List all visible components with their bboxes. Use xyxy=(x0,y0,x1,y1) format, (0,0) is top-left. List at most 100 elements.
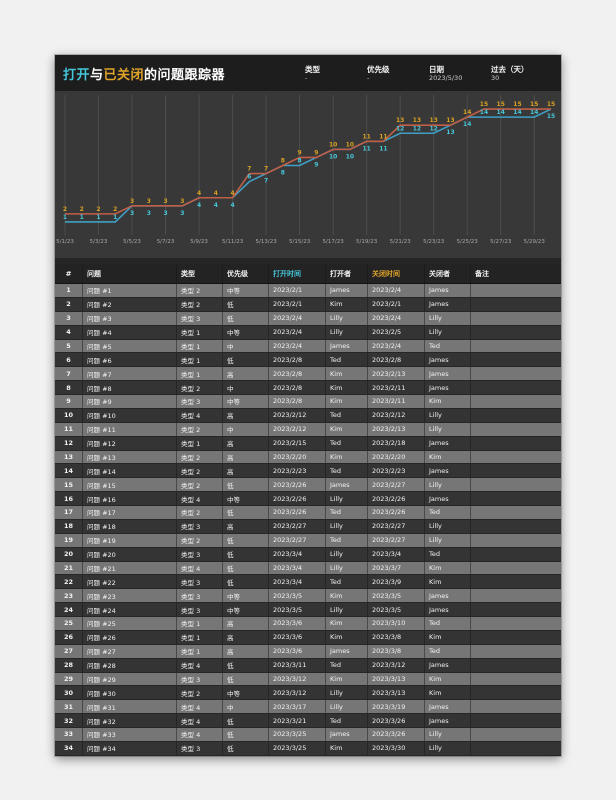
table-cell[interactable]: 问题 #33 xyxy=(83,728,177,741)
table-cell[interactable]: Lilly xyxy=(425,741,471,755)
table-cell[interactable]: 2023/2/26 xyxy=(368,506,425,519)
table-cell[interactable]: 2023/2/27 xyxy=(269,519,326,533)
table-cell[interactable]: 2023/2/4 xyxy=(269,339,326,353)
table-row[interactable]: 7 问题 #7 类型 1 高 2023/2/8 Kim 2023/2/13 James xyxy=(55,367,561,382)
table-cell[interactable]: Kim xyxy=(425,561,471,575)
table-cell[interactable]: Ted xyxy=(425,506,471,519)
table-cell[interactable]: 2023/3/11 xyxy=(269,658,326,672)
table-cell[interactable] xyxy=(471,326,561,339)
table-cell[interactable]: 2023/2/1 xyxy=(368,297,425,311)
table-cell[interactable]: James xyxy=(425,353,471,367)
table-cell[interactable]: 中等 xyxy=(223,603,269,616)
table-cell[interactable]: James xyxy=(425,603,471,616)
table-cell[interactable]: 15 xyxy=(55,478,83,492)
table-row[interactable]: 1 问题 #1 类型 2 中等 2023/2/1 James 2023/2/4 James xyxy=(55,284,561,298)
table-cell[interactable]: 类型 4 xyxy=(177,728,223,741)
table-cell[interactable]: 高 xyxy=(223,367,269,381)
table-cell[interactable]: 29 xyxy=(55,672,83,686)
table-cell[interactable] xyxy=(471,548,561,561)
table-cell[interactable]: 中 xyxy=(223,422,269,436)
table-cell[interactable]: 高 xyxy=(223,436,269,450)
table-cell[interactable]: 低 xyxy=(223,478,269,492)
table-cell[interactable]: 问题 #10 xyxy=(83,408,177,422)
table-cell[interactable] xyxy=(471,298,561,311)
table-cell[interactable]: 7 xyxy=(55,367,83,381)
table-row[interactable]: 34 问题 #34 类型 3 低 2023/3/25 Kim 2023/3/30 Lilly xyxy=(55,741,561,756)
table-cell[interactable]: 25 xyxy=(55,617,83,630)
table-row[interactable]: 31 问题 #31 类型 4 中 2023/3/17 Lilly 2023/3/19 Jame… xyxy=(55,700,561,715)
table-cell[interactable]: Ted xyxy=(326,658,368,672)
table-cell[interactable]: 27 xyxy=(55,644,83,658)
table-cell[interactable]: Kim xyxy=(425,575,471,589)
table-cell[interactable]: 问题 #5 xyxy=(83,339,177,353)
table-cell[interactable]: 类型 1 xyxy=(177,353,223,367)
table-cell[interactable]: 类型 2 xyxy=(177,422,223,436)
table-cell[interactable]: 问题 #4 xyxy=(83,325,177,339)
table-cell[interactable]: Lilly xyxy=(326,603,368,616)
table-cell[interactable]: 2023/3/19 xyxy=(368,700,425,714)
table-cell[interactable]: 类型 2 xyxy=(177,506,223,519)
table-cell[interactable]: Lilly xyxy=(326,325,368,339)
table-cell[interactable]: 问题 #16 xyxy=(83,492,177,505)
table-cell[interactable]: 21 xyxy=(55,561,83,575)
table-cell[interactable]: Kim xyxy=(425,395,471,408)
table-cell[interactable]: Ted xyxy=(326,464,368,478)
table-cell[interactable] xyxy=(471,284,561,297)
table-cell[interactable]: 问题 #27 xyxy=(83,644,177,658)
table-cell[interactable]: 2023/3/13 xyxy=(368,672,425,686)
table-cell[interactable]: Lilly xyxy=(425,519,471,533)
table-row[interactable]: 32 问题 #32 类型 4 低 2023/3/21 Ted 2023/3/26 James xyxy=(55,714,561,728)
table-cell[interactable]: 2023/3/6 xyxy=(269,644,326,658)
table-row[interactable]: 20 问题 #20 类型 3 低 2023/3/4 Lilly 2023/3/4 Ted xyxy=(55,547,561,562)
table-cell[interactable]: Ted xyxy=(425,617,471,630)
table-cell[interactable]: 高 xyxy=(223,450,269,464)
table-cell[interactable]: 中等 xyxy=(223,325,269,339)
table-cell[interactable]: 2023/2/27 xyxy=(368,478,425,492)
table-cell[interactable]: 问题 #20 xyxy=(83,547,177,561)
table-cell[interactable]: 问题 #14 xyxy=(83,464,177,478)
table-cell[interactable]: 2023/3/6 xyxy=(269,630,326,644)
table-cell[interactable]: 问题 #29 xyxy=(83,672,177,686)
table-cell[interactable]: Kim xyxy=(425,686,471,700)
table-cell[interactable]: 4 xyxy=(55,325,83,339)
table-cell[interactable]: Lilly xyxy=(425,422,471,436)
table-cell[interactable]: 低 xyxy=(223,561,269,575)
table-row[interactable]: 12 问题 #12 类型 1 高 2023/2/15 Ted 2023/2/18 James xyxy=(55,436,561,451)
table-cell[interactable]: 16 xyxy=(55,492,83,505)
table-cell[interactable]: 类型 4 xyxy=(177,408,223,422)
table-cell[interactable]: 类型 3 xyxy=(177,519,223,533)
table-cell[interactable]: 问题 #22 xyxy=(83,575,177,589)
table-cell[interactable]: 类型 2 xyxy=(177,464,223,478)
table-cell[interactable]: Lilly xyxy=(326,561,368,575)
table-cell[interactable]: 23 xyxy=(55,589,83,603)
table-cell[interactable]: Ted xyxy=(326,533,368,547)
table-cell[interactable]: 5 xyxy=(55,339,83,353)
table-cell[interactable]: Lilly xyxy=(425,311,471,325)
table-cell[interactable]: 2023/2/4 xyxy=(269,311,326,325)
table-cell[interactable] xyxy=(471,353,561,366)
table-cell[interactable]: 问题 #11 xyxy=(83,422,177,436)
table-cell[interactable]: 2023/2/4 xyxy=(269,325,326,339)
table-cell[interactable]: 2023/2/18 xyxy=(368,436,425,450)
table-cell[interactable]: Lilly xyxy=(425,408,471,422)
table-row[interactable]: 19 问题 #19 类型 2 低 2023/2/27 Ted 2023/2/27 Lilly xyxy=(55,533,561,548)
table-cell[interactable]: 问题 #13 xyxy=(83,450,177,464)
table-cell[interactable]: 类型 2 xyxy=(177,450,223,464)
table-cell[interactable]: Kim xyxy=(425,672,471,686)
table-cell[interactable]: 低 xyxy=(223,728,269,741)
table-cell[interactable]: James xyxy=(425,297,471,311)
table-cell[interactable]: James xyxy=(425,367,471,381)
table-cell[interactable]: 问题 #31 xyxy=(83,700,177,714)
table-cell[interactable]: 2023/3/8 xyxy=(368,630,425,644)
table-cell[interactable]: 类型 3 xyxy=(177,311,223,325)
table-cell[interactable]: Kim xyxy=(326,741,368,755)
table-cell[interactable]: 2023/3/21 xyxy=(269,714,326,727)
table-cell[interactable]: 2023/2/26 xyxy=(368,492,425,505)
table-cell[interactable] xyxy=(471,631,561,644)
table-row[interactable]: 26 问题 #26 类型 1 高 2023/3/6 Kim 2023/3/8 Kim xyxy=(55,630,561,645)
table-cell[interactable]: Lilly xyxy=(425,325,471,339)
table-cell[interactable]: 8 xyxy=(55,381,83,394)
table-cell[interactable]: Lilly xyxy=(326,547,368,561)
table-cell[interactable]: 问题 #2 xyxy=(83,297,177,311)
table-cell[interactable]: Ted xyxy=(326,408,368,422)
